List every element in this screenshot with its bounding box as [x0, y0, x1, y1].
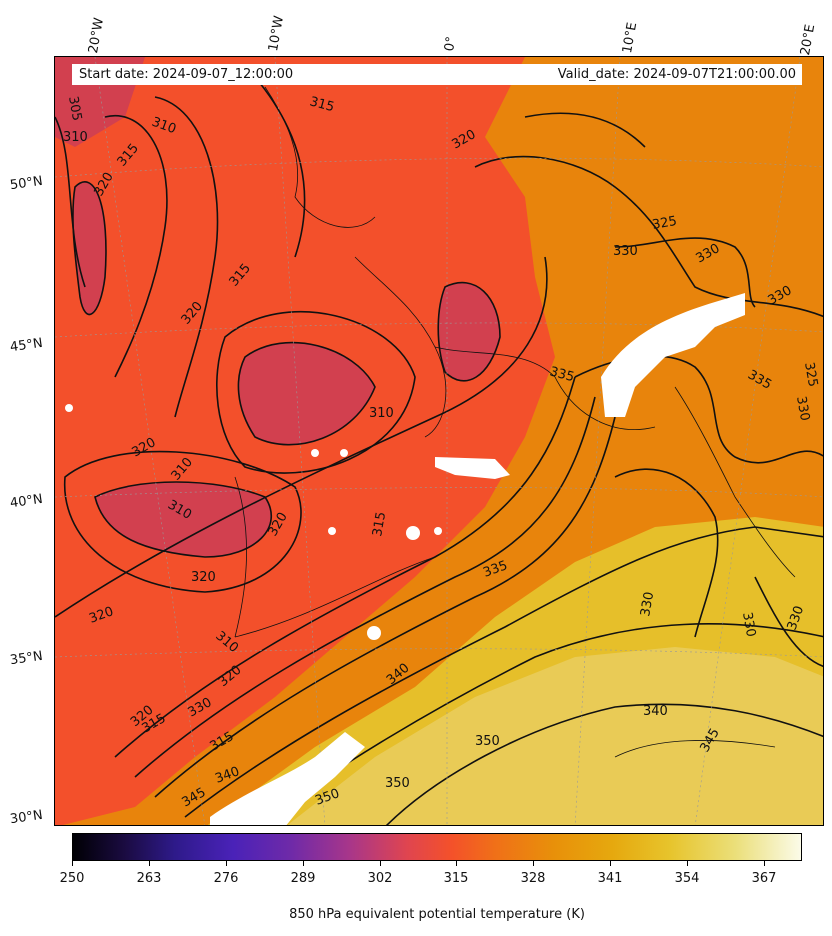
map-panel: 305 310 310 315 315 315 320 320 315 320 … [54, 56, 824, 826]
contour-label: 330 [793, 395, 812, 422]
map-canvas: 305 310 310 315 315 315 320 320 315 320 … [55, 57, 823, 825]
start-date: Start date: 2024-09-07_12:00:00 [79, 67, 294, 82]
lon-label-10w: 10°W [266, 14, 288, 53]
colorbar-tick [149, 861, 150, 866]
colorbar-tick [610, 861, 611, 866]
colorbar-tick-label: 276 [213, 871, 239, 886]
colorbar-tick-label: 289 [290, 871, 316, 886]
colorbar-tick-label: 341 [597, 871, 623, 886]
lat-label-45n: 45°N [9, 335, 44, 356]
coastlines [234, 86, 796, 758]
contour-label: 305 [65, 95, 84, 122]
hottest-field [287, 647, 823, 825]
colorbar-tick [303, 861, 304, 866]
contour-label: 325 [651, 214, 678, 233]
colorbar-tick [533, 861, 534, 866]
colorbar-tick [226, 861, 227, 866]
graticule [55, 57, 823, 825]
contour-label: 330 [638, 591, 657, 618]
lat-label-40n: 40°N [9, 491, 44, 512]
contour-label: 350 [385, 776, 410, 791]
contour-label: 330 [739, 611, 758, 638]
colorbar-tick [764, 861, 765, 866]
contour-label: 330 [613, 244, 638, 259]
contour-label: 320 [191, 570, 216, 585]
colorbar-tick-label: 328 [520, 871, 546, 886]
colorbar-tick [456, 861, 457, 866]
date-info-bar: Start date: 2024-09-07_12:00:00 Valid_da… [72, 64, 802, 85]
colorbar-tick-label: 263 [136, 871, 162, 886]
valid-date: Valid_date: 2024-09-07T21:00:00.00 [557, 67, 796, 82]
contour-label: 335 [548, 364, 576, 385]
lon-label-0: 0° [442, 35, 460, 53]
lon-label-10e: 10°E [620, 21, 641, 55]
lon-label-20w: 20°W [86, 16, 108, 55]
colorbar-tick [72, 861, 73, 866]
colorbar-tick-label: 302 [367, 871, 393, 886]
contour-label: 340 [643, 704, 668, 719]
contour-label: 315 [308, 94, 336, 115]
masked-areas [65, 293, 745, 825]
lat-label-50n: 50°N [9, 173, 44, 194]
lon-label-20e: 20°E [798, 23, 819, 57]
cool-pocket-3 [438, 282, 500, 381]
colorbar-tick-label: 367 [751, 871, 777, 886]
lat-label-30n: 30°N [9, 807, 44, 828]
lat-label-35n: 35°N [9, 648, 44, 669]
cool-pocket-1 [95, 482, 272, 557]
colorbar [72, 833, 802, 861]
colorbar-tick-label: 354 [674, 871, 700, 886]
colorbar-tick-label: 315 [443, 871, 469, 886]
colorbar-title: 850 hPa equivalent potential temperature… [289, 907, 585, 922]
contour-label: 310 [369, 406, 394, 421]
contour-label: 350 [475, 734, 500, 749]
contour-label: 310 [63, 130, 88, 145]
cool-pocket-4 [72, 181, 106, 315]
colorbar-tick [380, 861, 381, 866]
contour-label: 315 [370, 511, 389, 538]
contour-label: 325 [801, 361, 820, 388]
colorbar-tick-label: 250 [59, 871, 85, 886]
colorbar-tick [687, 861, 688, 866]
cool-pocket-2 [238, 342, 375, 445]
contour-lines [55, 76, 823, 825]
